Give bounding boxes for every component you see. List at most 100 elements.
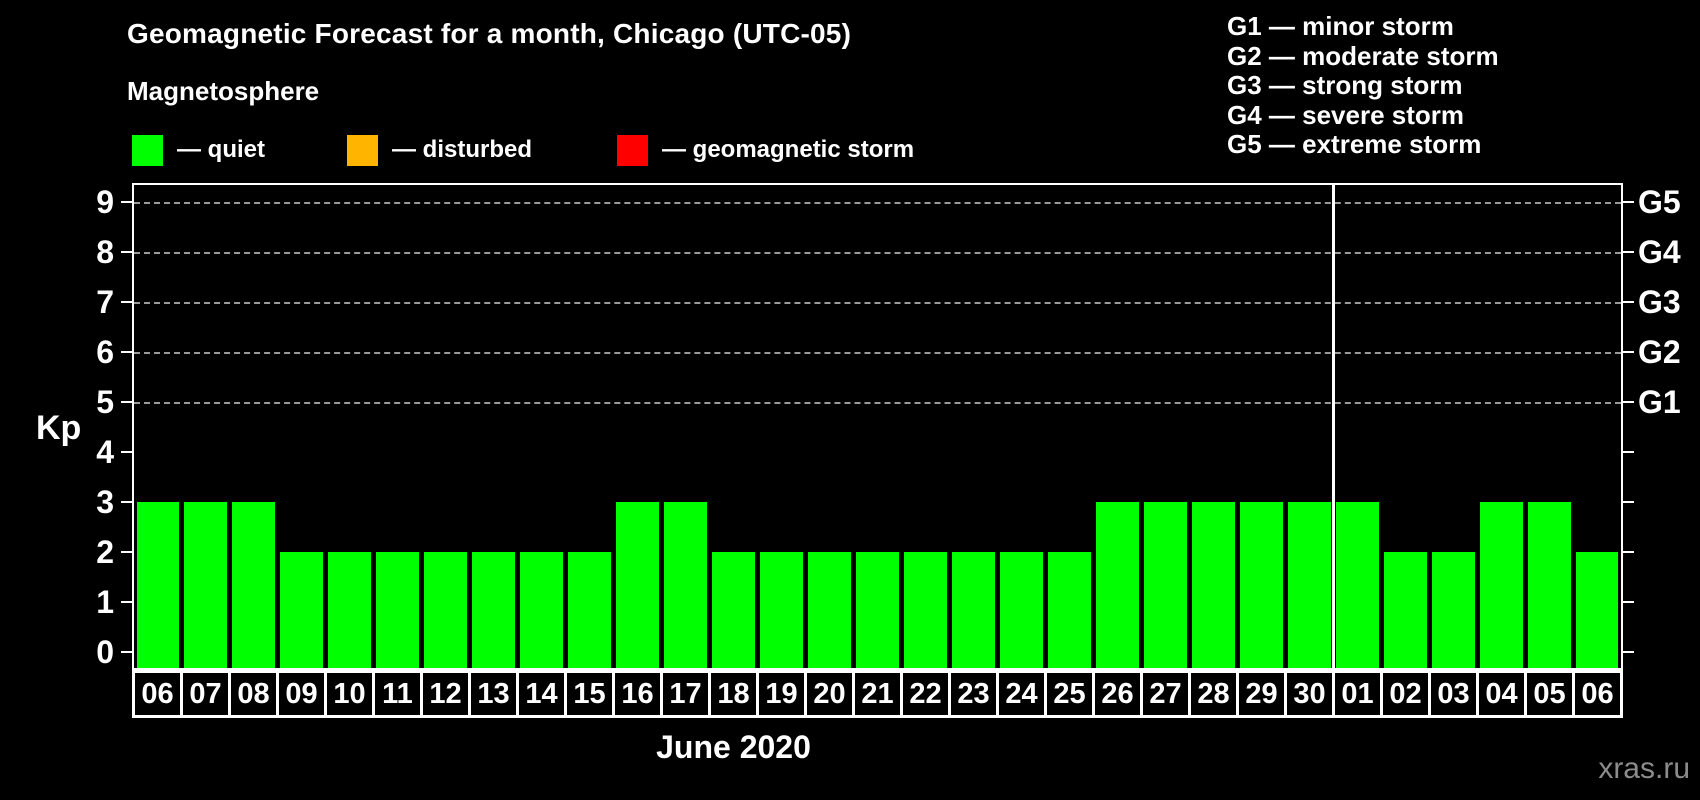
disturbed-color-swatch [347, 134, 378, 166]
y-tick [121, 201, 132, 203]
legend-item-label: — geomagnetic storm [662, 136, 915, 163]
x-axis-day-label: 10 [327, 673, 372, 715]
x-axis-day-label: 30 [1287, 673, 1332, 715]
x-axis-day-label: 06 [135, 673, 180, 715]
y-tick [121, 401, 132, 403]
kp-bar-day-23 [951, 552, 995, 668]
y-tick-label: 7 [96, 284, 114, 320]
x-axis-day-label: 18 [711, 673, 756, 715]
kp-bar-day-16 [616, 502, 660, 668]
x-axis-day-label: 28 [1191, 673, 1236, 715]
kp-bar-day-21 [856, 552, 899, 668]
g-scale-label-g4: G4 [1638, 234, 1681, 270]
kp-bar-day-09 [280, 552, 324, 668]
y-tick [1623, 601, 1634, 603]
x-axis-day-label: 29 [1239, 673, 1284, 715]
gridline-kp-8 [134, 252, 1621, 254]
chart-title: Geomagnetic Forecast for a month, Chicag… [127, 18, 852, 49]
kp-bar-day-27 [1143, 502, 1187, 668]
x-axis-day-label: 09 [279, 673, 324, 715]
x-axis-day-label: 13 [471, 673, 516, 715]
y-tick [1623, 651, 1634, 653]
x-axis-day-label: 01 [1335, 673, 1380, 715]
x-axis-day-label: 05 [1527, 673, 1572, 715]
kp-bar-day-29 [1239, 502, 1283, 668]
y-tick [121, 251, 132, 253]
x-axis-day-label: 15 [567, 673, 612, 715]
y-tick-label: 5 [96, 384, 114, 420]
y-tick [121, 351, 132, 353]
kp-bar-day-22 [903, 552, 947, 668]
kp-bar-day-20 [808, 552, 851, 668]
g-scale-label-g2: G2 [1638, 334, 1681, 370]
x-axis-labels: 06 07 08 09 10 11 12 13 14 15 16 17 18 19 20 21 22 23 24 25… [132, 670, 1623, 718]
kp-bar-day-28 [1191, 502, 1235, 668]
kp-bar-day-01 [1335, 502, 1379, 668]
y-tick [121, 601, 132, 603]
y-tick [1623, 301, 1634, 303]
storm-scale-g2: G2 — moderate storm [1227, 40, 1499, 71]
quiet-color-swatch [132, 134, 163, 166]
x-axis-day-label: 14 [519, 673, 564, 715]
kp-bar-day-25 [1047, 552, 1091, 668]
g-scale-label-g5: G5 [1638, 184, 1681, 220]
y-tick-label: 9 [96, 184, 114, 220]
x-axis-title: June 2020 [656, 729, 811, 765]
y-tick-label: 0 [96, 634, 114, 670]
kp-bar-day-07 [184, 502, 228, 668]
kp-bar-day-17 [664, 502, 708, 668]
kp-bar-day-15 [568, 552, 612, 668]
gridline-kp-6 [134, 352, 1621, 354]
legend-item-storm: — geomagnetic storm [617, 134, 914, 166]
legend-item-label: — quiet [177, 136, 265, 163]
y-tick-label: 6 [96, 334, 114, 370]
y-tick [1623, 451, 1634, 453]
x-axis-day-label: 24 [999, 673, 1044, 715]
legend-item-disturbed: — disturbed [347, 134, 532, 166]
y-tick [1623, 201, 1634, 203]
x-axis-day-label: 17 [663, 673, 708, 715]
y-tick-label: 4 [96, 434, 114, 470]
legend-item-label: — disturbed [392, 136, 533, 163]
x-axis-day-label: 04 [1479, 673, 1524, 715]
y-tick [1623, 351, 1634, 353]
kp-bar-day-14 [520, 552, 564, 668]
kp-bar-day-06 [136, 502, 180, 668]
y-tick [1623, 551, 1634, 553]
legend-item-quiet: — quiet [132, 134, 265, 166]
storm-color-swatch [617, 134, 648, 166]
storm-scale-g1: G1 — minor storm [1227, 11, 1454, 41]
x-axis-day-label: 26 [1095, 673, 1140, 715]
x-axis-day-label: 27 [1143, 673, 1188, 715]
kp-bar-day-11 [376, 552, 420, 668]
kp-bar-day-04 [1479, 502, 1523, 668]
month-separator-line [1331, 185, 1335, 668]
x-axis-day-label: 02 [1383, 673, 1428, 715]
kp-bar-day-26 [1095, 502, 1139, 668]
kp-bar-day-24 [999, 552, 1043, 668]
x-axis-day-label: 11 [375, 673, 420, 715]
y-tick [1623, 251, 1634, 253]
y-tick-label: 8 [96, 234, 114, 270]
kp-bar-day-03 [1431, 552, 1475, 668]
kp-bar-day-02 [1383, 552, 1427, 668]
x-axis-day-label: 25 [1047, 673, 1092, 715]
x-axis-day-label: 20 [807, 673, 852, 715]
y-tick [121, 301, 132, 303]
storm-scale-g3: G3 — strong storm [1227, 70, 1463, 100]
storm-scale-g4: G4 — severe storm [1227, 99, 1465, 130]
y-tick-label: 3 [96, 484, 114, 520]
x-axis-day-label: 08 [231, 673, 276, 715]
watermark: xras.ru [1598, 752, 1690, 785]
gridline-kp-9 [134, 202, 1621, 204]
kp-bar-day-12 [424, 552, 468, 668]
x-axis-day-label: 19 [759, 673, 804, 715]
kp-bar-day-06 [1575, 552, 1619, 668]
kp-bar-day-05 [1527, 502, 1571, 668]
x-axis-day-label: 12 [423, 673, 468, 715]
y-tick-label: 1 [96, 584, 114, 620]
magnetosphere-label: Magnetosphere [127, 76, 320, 106]
y-tick [121, 651, 132, 653]
x-axis-day-label: 07 [183, 673, 228, 715]
